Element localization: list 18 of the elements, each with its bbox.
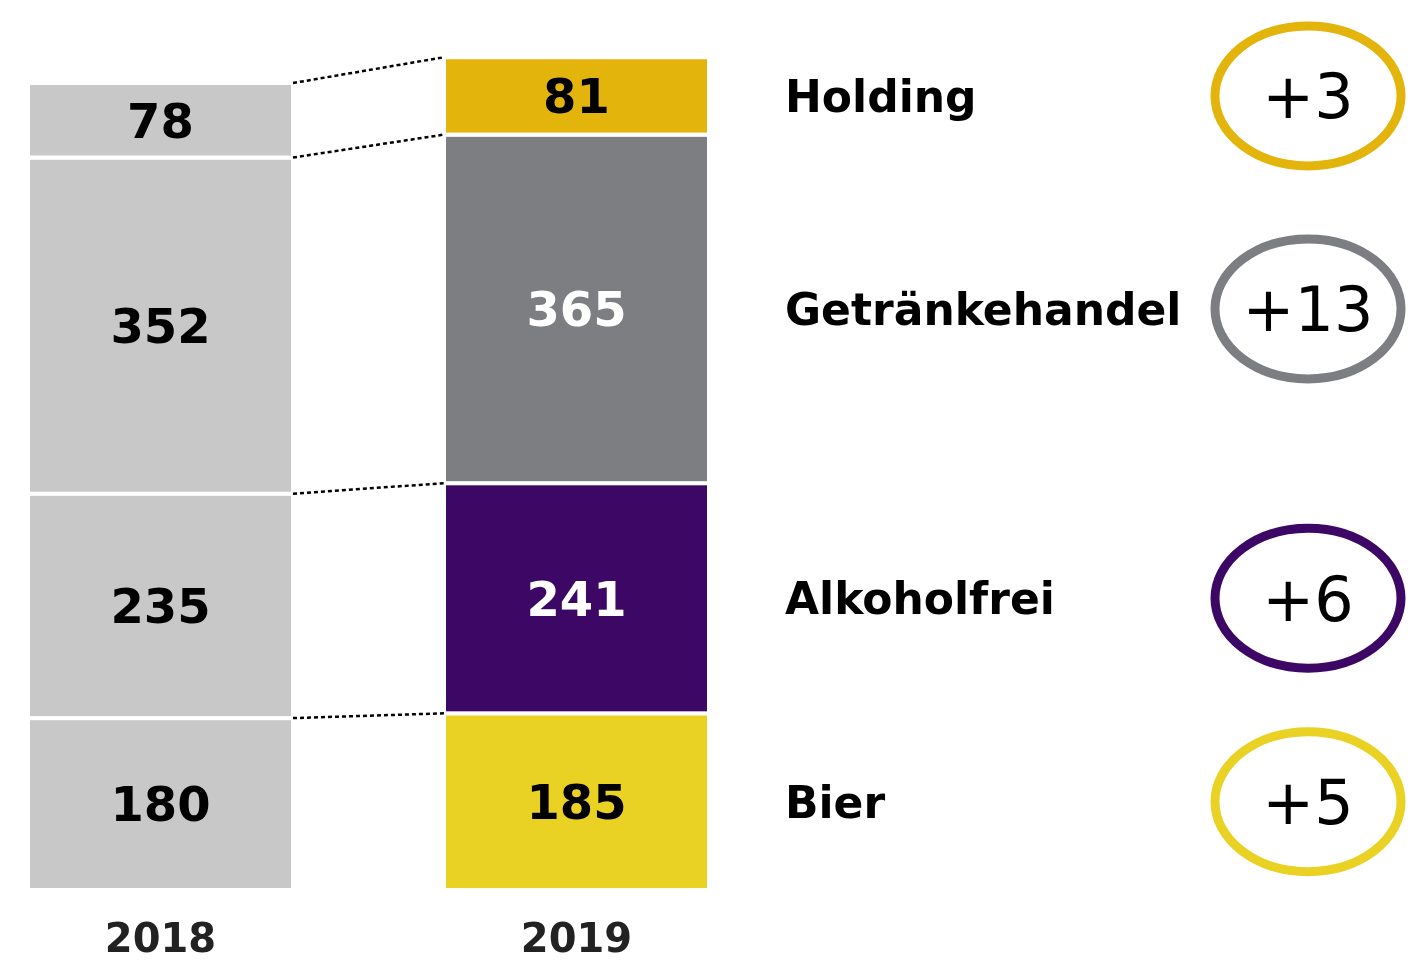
data-label: 81 xyxy=(543,68,610,125)
data-label: 241 xyxy=(526,570,627,627)
series-label: Holding xyxy=(785,70,977,122)
text: +5 xyxy=(1262,765,1354,839)
data-label: 365 xyxy=(526,281,627,338)
data-label: 78 xyxy=(127,92,194,149)
text: +6 xyxy=(1262,562,1354,636)
series-label: Getränkehandel xyxy=(785,283,1182,335)
series-label: Bier xyxy=(785,776,886,828)
data-label: 185 xyxy=(526,773,627,830)
data-label: 235 xyxy=(110,578,211,635)
x-tick-label: 2019 xyxy=(520,915,633,962)
series-label: Alkoholfrei xyxy=(785,573,1055,625)
data-label: 352 xyxy=(110,297,211,354)
text: +13 xyxy=(1242,273,1374,347)
data-label: 180 xyxy=(110,776,211,833)
text: +3 xyxy=(1262,60,1354,134)
x-tick-label: 2018 xyxy=(104,915,217,962)
